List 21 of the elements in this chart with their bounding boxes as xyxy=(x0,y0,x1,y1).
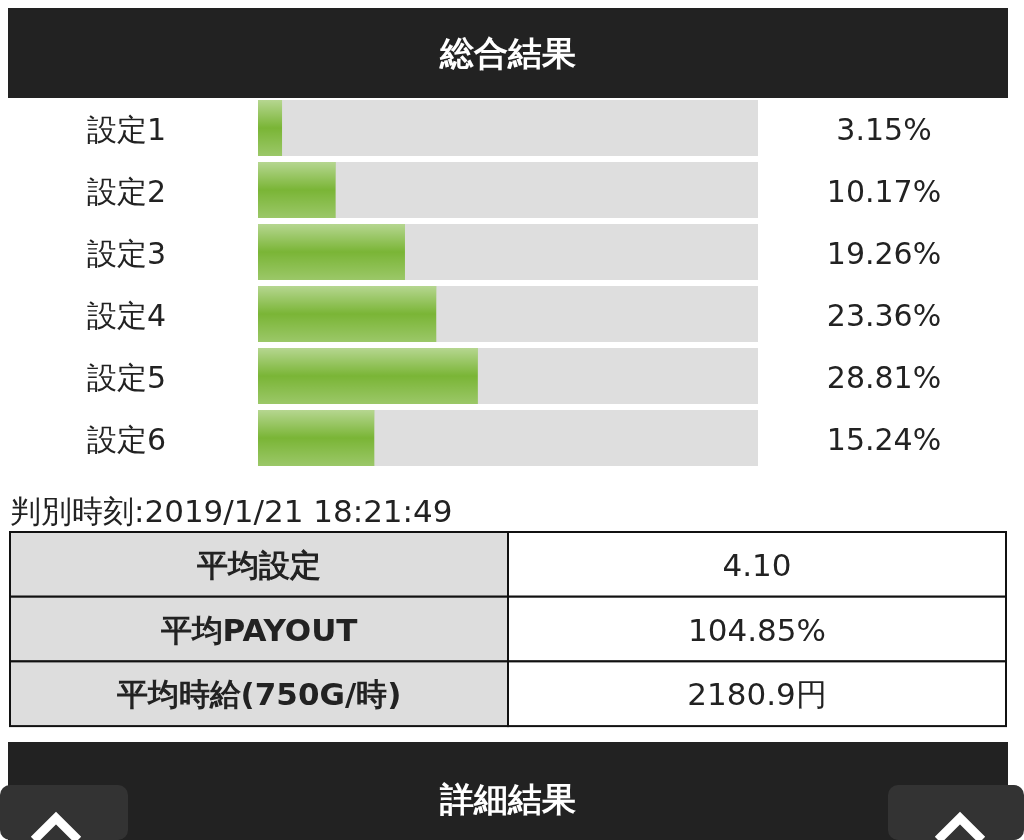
category-label: 平均設定 xyxy=(196,547,321,583)
y-tick-label: 設定6 xyxy=(87,422,167,457)
data-label: 19.26% xyxy=(826,236,942,271)
data-label: 23.36% xyxy=(826,298,942,333)
chart-title: 総合結果 xyxy=(439,33,576,73)
data-label: 10.17% xyxy=(826,174,942,209)
category-label: 平均PAYOUT xyxy=(159,611,358,648)
y-tick-label: 設定5 xyxy=(87,360,167,395)
text: 104.85% xyxy=(688,611,826,648)
text: 判別時刻:2019/1/21 18:21:49 xyxy=(10,493,453,529)
data-label: 15.24% xyxy=(826,422,942,457)
text: 2180.9円 xyxy=(687,676,827,713)
y-tick-label: 設定4 xyxy=(87,298,167,333)
y-tick-label: 設定1 xyxy=(87,112,167,147)
text: 詳細結果 xyxy=(439,779,576,820)
category-label: 平均時給(750G/時) xyxy=(115,676,402,713)
y-tick-label: 設定2 xyxy=(87,174,167,209)
y-tick-label: 設定3 xyxy=(87,236,167,271)
data-label: 3.15% xyxy=(836,112,932,147)
text: 4.10 xyxy=(722,547,792,583)
data-label: 28.81% xyxy=(826,360,942,395)
